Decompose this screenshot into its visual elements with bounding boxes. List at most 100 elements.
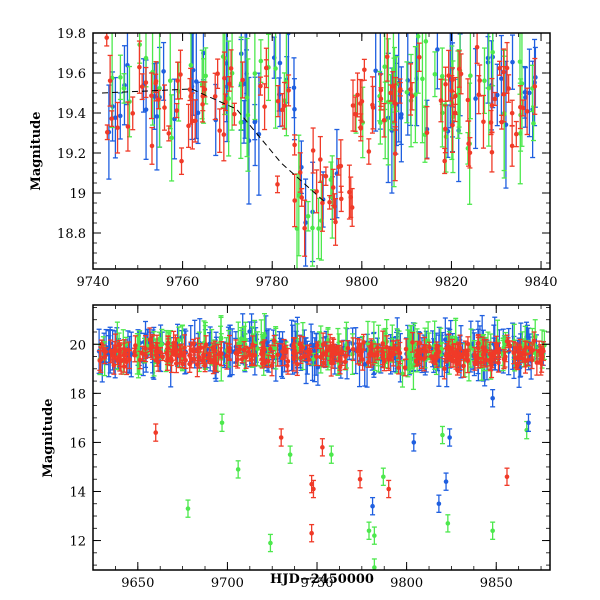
red-data-point <box>443 66 449 102</box>
red-data-point <box>130 96 136 131</box>
red-data-point <box>448 348 454 369</box>
green-data-point <box>468 328 474 368</box>
red-data-point <box>540 341 546 362</box>
red-data-point <box>279 343 285 360</box>
red-data-point <box>497 60 503 76</box>
y-tick-label: 20 <box>69 338 86 353</box>
red-data-point <box>213 354 219 373</box>
red-data-point <box>231 102 237 126</box>
red-data-point <box>320 332 326 357</box>
red-data-point <box>348 176 354 219</box>
red-outlier-point <box>357 469 363 489</box>
red-data-point <box>162 84 168 131</box>
red-data-point <box>480 94 486 149</box>
red-data-point <box>212 72 218 121</box>
red-data-point <box>392 126 398 182</box>
red-data-point <box>337 359 343 375</box>
red-data-point <box>239 355 245 364</box>
red-data-point <box>189 92 195 150</box>
red-data-point <box>333 346 339 362</box>
red-data-point <box>489 131 495 173</box>
red-data-point <box>361 58 367 81</box>
red-data-point <box>434 341 440 351</box>
red-data-point <box>217 108 223 154</box>
y-tick-label: 19.8 <box>57 27 86 42</box>
red-data-point <box>487 354 493 372</box>
red-data-point <box>112 333 118 360</box>
red-outlier-point <box>278 428 284 447</box>
red-data-point <box>147 327 153 353</box>
x-tick-label: 9700 <box>211 576 244 591</box>
green-data-point <box>481 47 487 115</box>
top-y-axis-title: Magnitude <box>29 111 44 190</box>
top-plot-frame <box>92 32 551 270</box>
red-data-point <box>509 124 515 167</box>
x-tick-label: 9800 <box>390 576 423 591</box>
green-outlier-point <box>235 460 241 479</box>
green-data-point <box>529 64 535 113</box>
red-data-point <box>116 339 122 352</box>
red-data-point <box>243 345 249 369</box>
red-data-point <box>191 354 197 364</box>
red-data-point <box>438 78 444 123</box>
y-tick-label: 16 <box>69 436 86 451</box>
red-data-point <box>302 199 308 257</box>
green-outlier-point <box>366 521 372 540</box>
bottom-y-axis-title: Magnitude <box>41 398 56 477</box>
red-data-point <box>283 344 289 359</box>
red-data-point <box>286 74 292 107</box>
red-data-point <box>483 351 489 368</box>
red-data-point <box>104 124 110 141</box>
red-data-point <box>450 67 456 93</box>
green-outlier-point <box>328 445 334 464</box>
red-data-point <box>236 345 242 354</box>
blue-data-point <box>473 48 479 150</box>
green-data-point <box>117 54 123 101</box>
bottom-plot-frame <box>92 304 551 571</box>
red-data-point <box>453 343 459 365</box>
red-data-point <box>330 168 336 207</box>
green-data-point <box>519 33 525 147</box>
top-trend-dashed-line <box>101 88 327 204</box>
red-data-point <box>476 75 482 115</box>
top-data-marks <box>104 33 538 269</box>
red-data-point <box>292 173 298 228</box>
blue-outlier-point <box>447 428 453 447</box>
green-data-point <box>245 58 251 172</box>
red-data-point <box>352 96 358 133</box>
red-data-point <box>456 50 462 88</box>
red-outlier-point <box>319 438 325 457</box>
red-data-point <box>212 340 218 361</box>
red-data-point <box>423 344 429 358</box>
red-data-point <box>300 336 306 359</box>
red-data-point <box>99 339 105 349</box>
red-data-point <box>328 341 334 352</box>
red-data-point <box>292 337 298 364</box>
red-data-point <box>179 147 185 176</box>
red-data-point <box>465 336 471 352</box>
red-data-point <box>397 78 403 104</box>
blue-data-point <box>112 76 118 159</box>
red-data-point <box>384 33 390 82</box>
green-data-point <box>157 33 163 148</box>
green-data-point <box>486 33 492 147</box>
y-tick-label: 12 <box>69 535 86 550</box>
green-data-point <box>490 33 496 87</box>
red-data-point <box>477 64 483 97</box>
green-data-point <box>412 45 418 144</box>
blue-data-point <box>303 178 309 267</box>
red-data-point <box>489 77 495 133</box>
red-data-point <box>284 359 290 372</box>
green-data-point <box>423 33 429 107</box>
red-data-point <box>357 344 363 366</box>
red-data-point <box>149 334 155 360</box>
red-data-point <box>292 134 298 156</box>
green-data-point <box>309 189 315 267</box>
y-tick-label: 18.8 <box>57 227 86 242</box>
red-data-point <box>240 61 246 99</box>
bottom-x-axis-title: HJD−2450000 <box>270 572 374 587</box>
red-data-point <box>372 347 378 364</box>
green-data-point <box>305 200 311 232</box>
red-data-point <box>513 120 519 148</box>
red-data-point <box>108 339 114 364</box>
